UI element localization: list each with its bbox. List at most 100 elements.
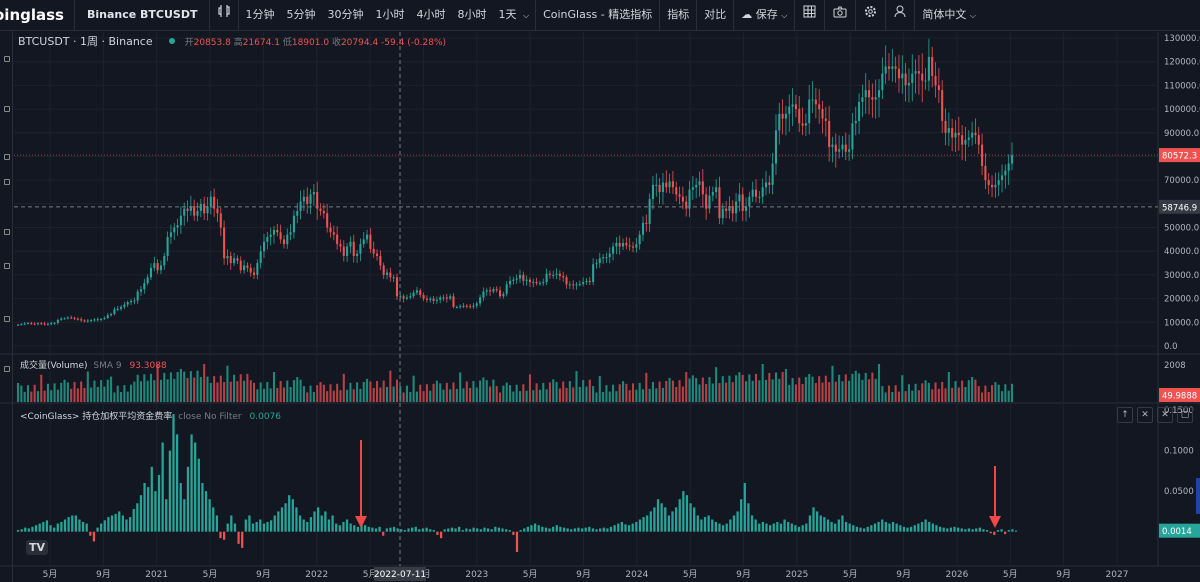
candle-body: [199, 203, 202, 211]
volume-bar: [189, 371, 192, 402]
funding-rate-bar: [783, 519, 786, 532]
candle-body: [974, 132, 977, 136]
interval-1d-dropdown[interactable]: 1天 ⌵: [492, 0, 537, 30]
move-pane-up-icon[interactable]: ↑: [1117, 407, 1133, 423]
drawing-tools-sidebar[interactable]: [0, 31, 13, 582]
candle-body: [881, 73, 884, 91]
candle-body: [851, 123, 854, 150]
funding-rate-bar: [139, 495, 143, 532]
candle-body: [159, 265, 162, 271]
candle-body: [635, 244, 638, 248]
candle-body: [405, 297, 408, 299]
candle-body: [768, 182, 771, 185]
coinglass-indicators-button[interactable]: CoinGlass - 精选指标: [536, 0, 661, 30]
layout-grid-icon[interactable]: [795, 0, 826, 30]
interval-4h[interactable]: 4小时: [416, 8, 446, 21]
collapse-pane-icon[interactable]: ✕: [1137, 407, 1153, 423]
funding-rate-bar: [732, 515, 736, 532]
camera-icon[interactable]: [825, 0, 857, 30]
funding-rate-bar: [1011, 529, 1014, 532]
interval-30m[interactable]: 30分钟: [327, 8, 364, 21]
drawing-tool-icon[interactable]: [4, 106, 10, 112]
funding-rate-bar: [559, 526, 562, 532]
candle-body: [100, 318, 103, 320]
funding-value: 0.0076: [249, 412, 282, 422]
drawing-tool-icon[interactable]: [4, 56, 10, 62]
candle-body: [718, 187, 721, 219]
volume-bar: [83, 387, 86, 402]
volume-bar: [133, 381, 136, 402]
funding-rate-bar: [349, 523, 352, 532]
drawing-tool-icon[interactable]: [4, 229, 10, 235]
drawing-tool-icon[interactable]: [4, 316, 10, 322]
indicators-button[interactable]: 指标: [660, 0, 698, 30]
volume-bar: [954, 381, 957, 402]
drawing-tool-icon[interactable]: [4, 154, 10, 160]
candle-body: [30, 323, 33, 325]
volume-bar: [482, 377, 485, 402]
candle-body: [209, 196, 212, 207]
candle-body: [964, 139, 967, 145]
volume-bar: [342, 373, 345, 402]
funding-rate-bar: [71, 515, 74, 532]
compare-button[interactable]: 对比: [697, 0, 735, 30]
candle-body: [778, 113, 781, 131]
interval-1h[interactable]: 1小时: [375, 8, 405, 21]
candle-body: [914, 71, 917, 74]
candle-body: [788, 106, 791, 114]
candle-body: [798, 109, 801, 124]
interval-5m[interactable]: 5分钟: [286, 8, 316, 21]
candle-body: [203, 203, 206, 214]
volume-bar: [289, 386, 292, 402]
candle-body: [299, 201, 302, 211]
candle-body: [1000, 175, 1004, 181]
volume-bar: [914, 383, 917, 402]
volume-bar: [641, 389, 645, 402]
funding-rate-bar: [259, 519, 262, 532]
volume-bar: [86, 371, 89, 402]
volume-bar: [725, 382, 728, 402]
candle-body: [731, 206, 734, 214]
volume-bar: [219, 375, 222, 402]
language-dropdown[interactable]: 简体中文 ⌵: [915, 0, 983, 30]
volume-bar: [901, 375, 904, 402]
candle-body: [146, 277, 149, 284]
funding-rate-bar: [613, 525, 616, 532]
funding-rate-bar: [816, 511, 819, 532]
volume-bar: [675, 386, 678, 402]
volume-bar: [266, 381, 269, 402]
funding-rate-bar: [602, 527, 605, 532]
funding-rate-bar: [562, 527, 566, 532]
interval-8h[interactable]: 8小时: [457, 8, 487, 21]
drawing-tool-icon[interactable]: [4, 263, 10, 269]
volume-bar: [821, 382, 824, 402]
close-pane-icon[interactable]: ✕: [1157, 407, 1173, 423]
volume-bar: [385, 386, 389, 402]
candle-body: [745, 206, 748, 211]
drawing-tool-icon[interactable]: [4, 366, 10, 372]
funding-rate-bar: [367, 526, 370, 532]
volume-bar: [578, 386, 581, 402]
candle-body: [1007, 163, 1010, 171]
candle-body: [648, 199, 651, 224]
candle-body: [981, 144, 984, 166]
save-button[interactable]: ☁ 保存 ⌵: [734, 0, 796, 30]
drawing-tool-icon[interactable]: [4, 179, 10, 185]
funding-rate-bar: [609, 526, 613, 532]
symbol-search-button[interactable]: Binance BTCUSDT: [75, 0, 211, 30]
volume-bar: [53, 383, 56, 402]
candle-body: [528, 279, 531, 283]
candle-body: [977, 135, 980, 145]
volume-bar: [143, 374, 146, 402]
candle-body: [751, 189, 754, 197]
volume-bar: [502, 385, 505, 402]
settings-gear-icon[interactable]: [856, 0, 887, 30]
volume-bar: [874, 378, 877, 402]
interval-1m[interactable]: 1分钟: [245, 8, 275, 21]
bar-style-icon[interactable]: [210, 0, 240, 30]
user-icon[interactable]: [886, 0, 916, 30]
candle-body: [103, 318, 106, 320]
volume-bar: [512, 391, 515, 402]
maximize-pane-icon[interactable]: ▢: [1177, 407, 1193, 423]
